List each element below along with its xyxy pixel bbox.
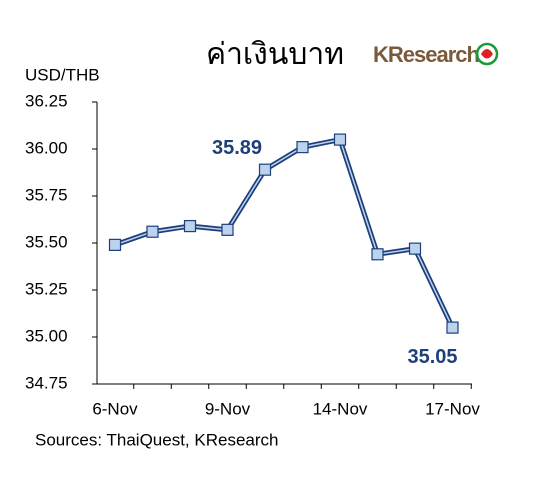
- y-tick-label: 34.75: [25, 373, 68, 392]
- line: [114, 138, 454, 328]
- marker: [296, 141, 309, 154]
- marker: [258, 163, 272, 176]
- data-label: 35.89: [212, 137, 262, 159]
- marker: [408, 242, 422, 255]
- logo-icon: [475, 42, 499, 66]
- marker: [183, 219, 197, 233]
- logo: KResearch: [373, 42, 480, 67]
- x-tick-label: 17-Nov: [425, 399, 480, 418]
- source: Sources: ThaiQuest, KResearch: [35, 430, 278, 449]
- y-tick-label: 35.25: [25, 279, 68, 298]
- marker: [371, 248, 384, 261]
- y-tick-label: 35.50: [25, 232, 68, 251]
- y-tick-label: 35.00: [25, 326, 68, 345]
- x-tick-label: 14-Nov: [313, 399, 368, 418]
- y-axis-label: USD/THB: [25, 65, 100, 84]
- marker: [146, 225, 159, 238]
- x-tick-label: 6-Nov: [92, 399, 138, 418]
- marker: [108, 238, 122, 251]
- x-tick-label: 9-Nov: [205, 399, 251, 418]
- marker: [333, 133, 347, 146]
- marker: [446, 321, 459, 334]
- y-tick-label: 36.25: [25, 91, 68, 110]
- data-label: 35.05: [407, 346, 457, 368]
- marker: [221, 223, 234, 236]
- y-tick-label: 35.75: [25, 185, 68, 204]
- y-tick-label: 36.00: [25, 138, 68, 157]
- line-shadow: [114, 136, 455, 329]
- chart-title: ค่าเงินบาท: [206, 38, 344, 71]
